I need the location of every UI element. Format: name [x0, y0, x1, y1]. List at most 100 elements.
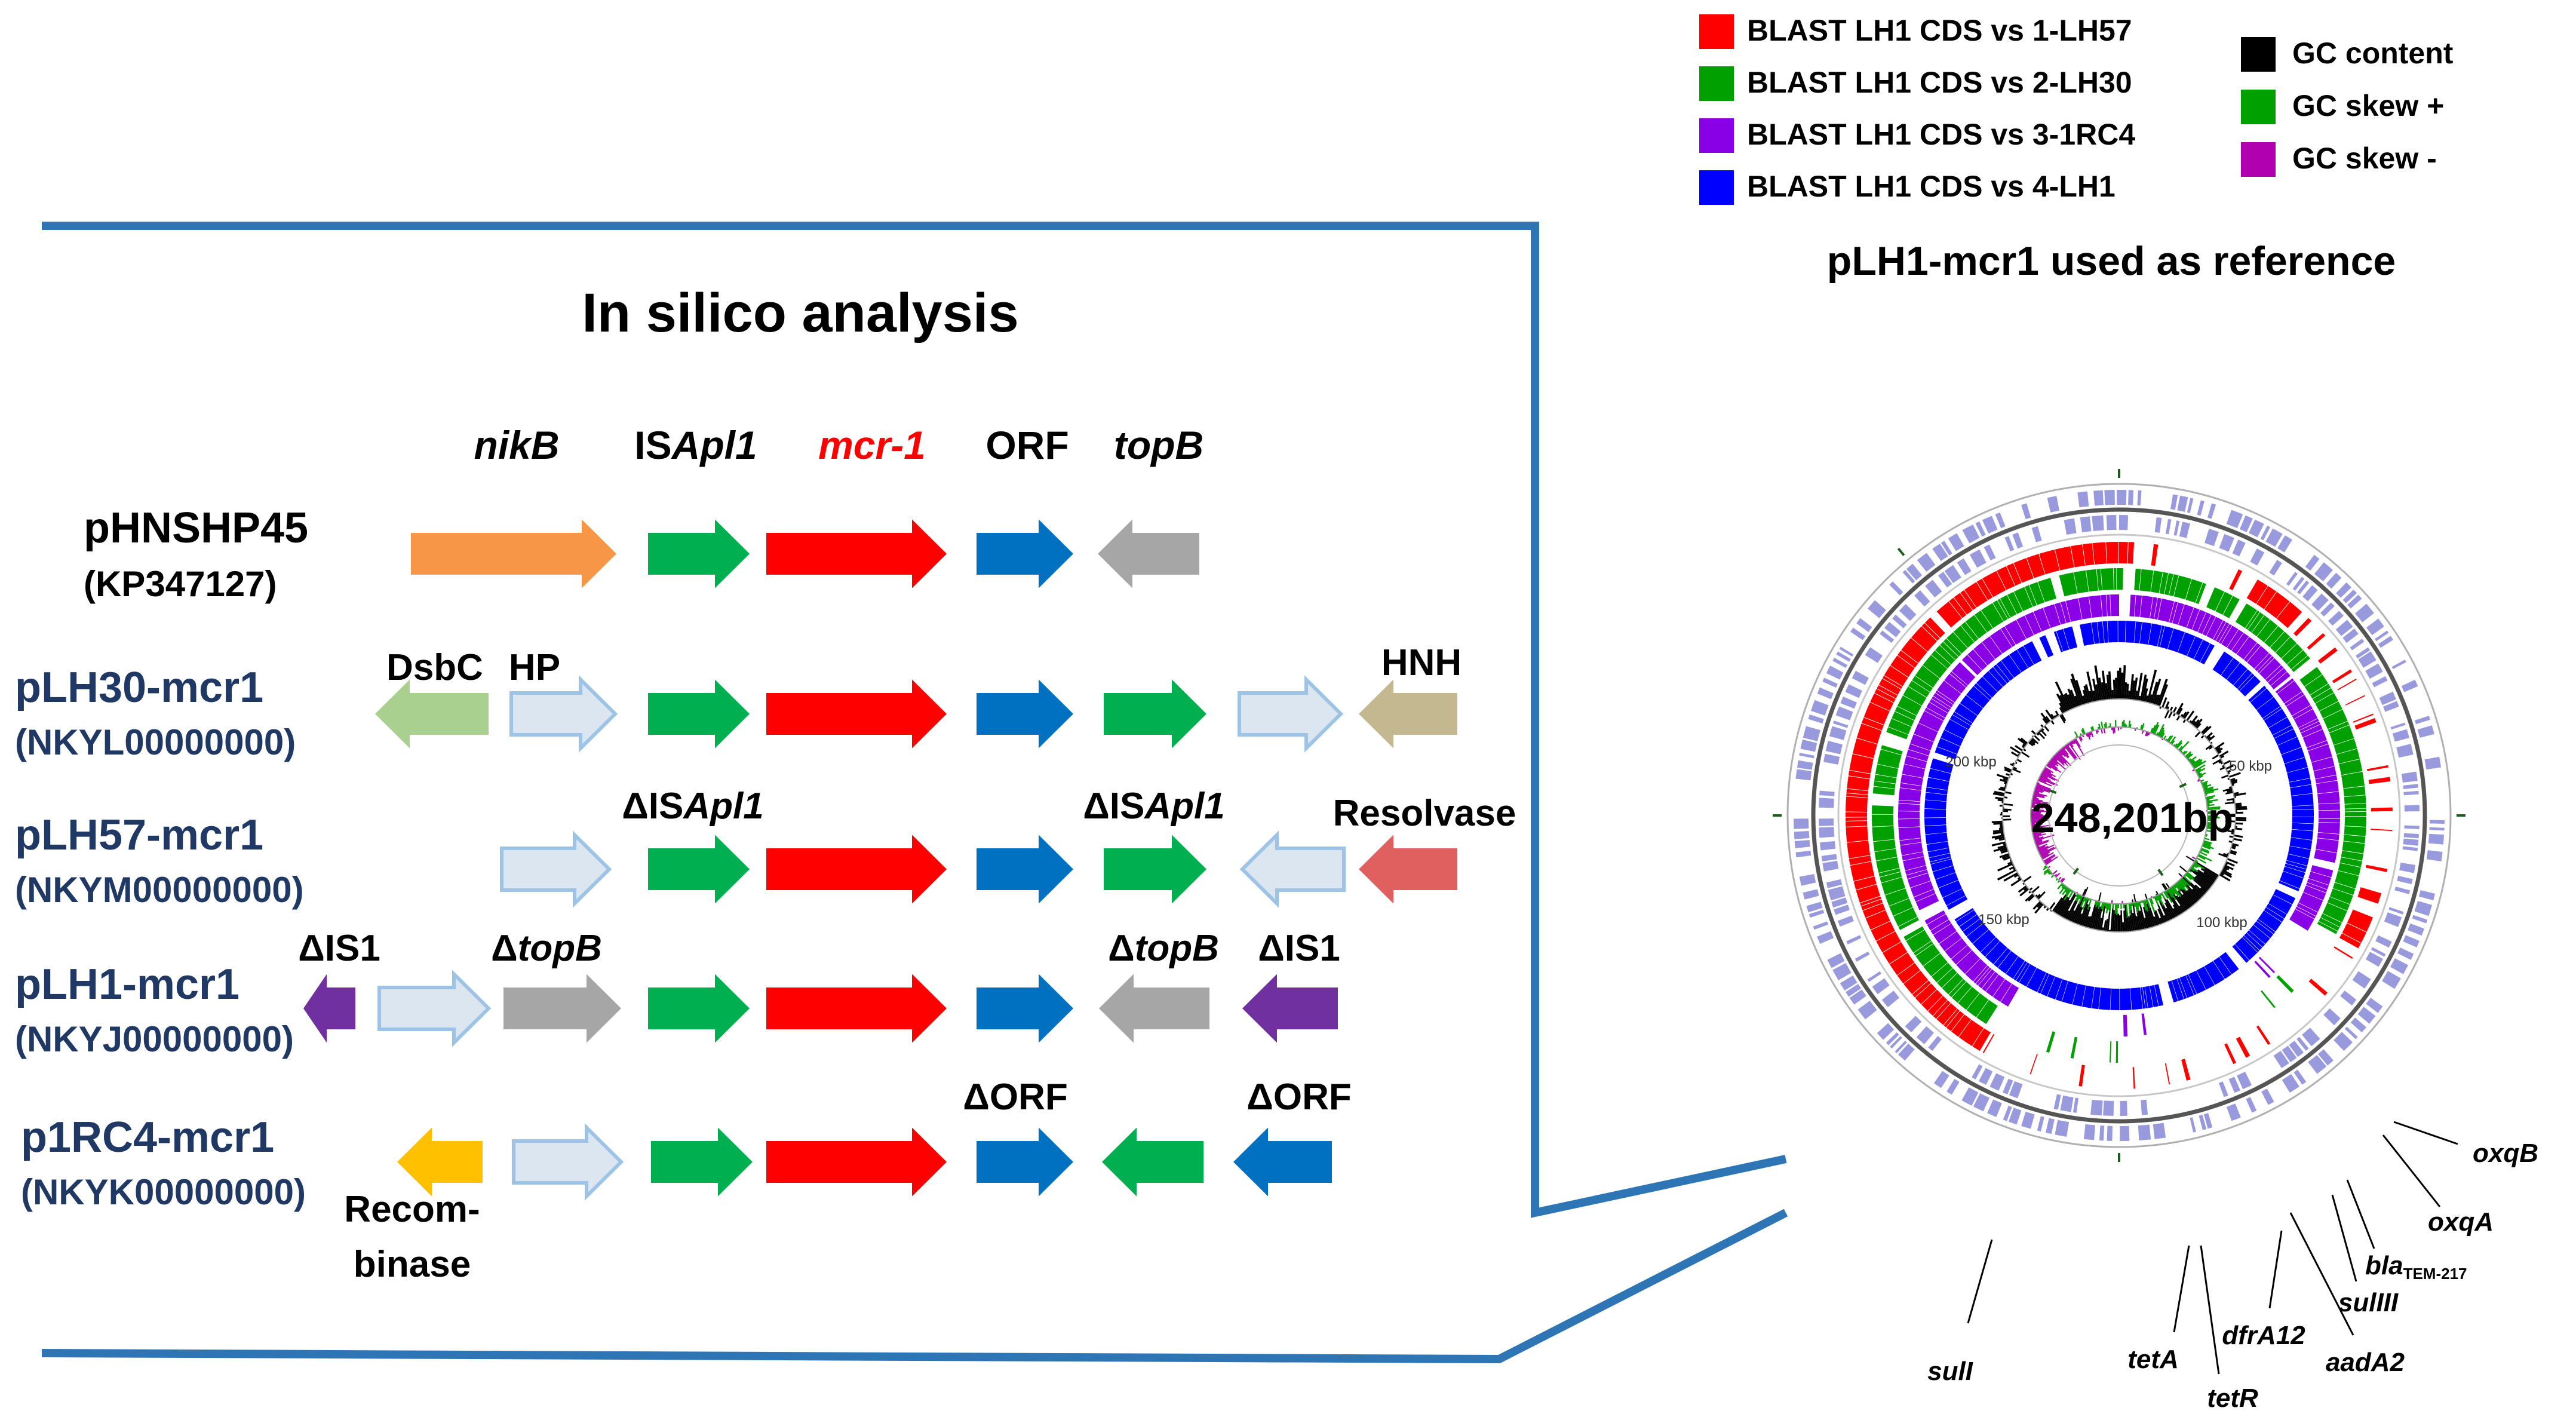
label-delta-topb-left: ΔtopB: [491, 928, 602, 969]
header-topb: topB: [1114, 423, 1203, 467]
arrow-mcr1-phnshp45: [766, 519, 947, 588]
arrow-orf2-p1rc4: [1233, 1127, 1332, 1197]
plasmid-accession-phnshp45: (KP347127): [84, 564, 277, 604]
blast-ring-3: [1898, 594, 2341, 1036]
arrow-isapl1b-p1rc4: [1102, 1127, 1203, 1197]
gene-oxqa: oxqA: [2428, 1207, 2494, 1237]
outer-guide-circle: [1786, 483, 2452, 1148]
label-hnh: HNH: [1381, 642, 1462, 683]
circular-plasmid-map: 248,201bp 50 kbp 100 kbp 150 kbp 200 kbp: [1773, 469, 2466, 1162]
gc-baseline-circle: [2002, 698, 2236, 933]
in-silico-panel: In silico analysis nikB ISApl1 mcr-1 ORF…: [15, 222, 1788, 1364]
arrow-mcr1-p1rc4: [766, 1127, 947, 1197]
gene-sul1: sulI: [1927, 1357, 1973, 1386]
plasmid-accession-plh1: (NKYJ00000000): [15, 1019, 294, 1059]
label-delta-orf-left: ΔORF: [963, 1077, 1067, 1118]
legend-swatch-blast-3: [1699, 118, 1734, 153]
gene-dfra12: dfrA12: [2222, 1321, 2305, 1350]
header-isapl1: ISApl1: [634, 423, 757, 467]
arrow-orf-plh1: [977, 974, 1073, 1043]
arrow-dsbc-plh30: [375, 679, 489, 749]
plasmid-accession-plh57: (NKYM00000000): [15, 870, 304, 910]
label-delta-is1-left: ΔIS1: [298, 928, 380, 969]
leader-sul3: [2331, 1194, 2357, 1282]
scale-tick-100: 100 kbp: [2196, 915, 2247, 931]
legend-label-gc-2: GC skew +: [2292, 89, 2444, 122]
outer-tick-5: [1897, 547, 1905, 556]
arrow-orf-plh30: [977, 679, 1073, 749]
panel-frame-top: [42, 222, 1787, 1218]
label-delta-isapl1-right: ΔISApl1: [1083, 786, 1225, 827]
arrow-isapl1-plh57: [648, 835, 750, 904]
leader-aada2: [2289, 1212, 2354, 1336]
leader-tetr: [2200, 1245, 2220, 1375]
plasmid-accession-p1rc4: (NKYK00000000): [21, 1172, 306, 1212]
label-delta-is1-right: ΔIS1: [1258, 928, 1340, 969]
plasmid-name-p1rc4: p1RC4-mcr1: [21, 1114, 274, 1161]
gene-tetr: tetR: [2207, 1384, 2258, 1413]
gene-oxqb: oxqB: [2473, 1139, 2538, 1168]
map-title: pLH1-mcr1 used as reference: [1827, 238, 2396, 284]
label-hp: HP: [509, 647, 560, 688]
cds-forward-ring: [1794, 490, 2445, 1141]
arrow-mcr1-plh1: [766, 974, 947, 1043]
arrow-topb-left-plh1: [503, 974, 621, 1043]
leader-oxqa: [2382, 1134, 2441, 1207]
plasmid-name-plh1: pLH1-mcr1: [15, 961, 240, 1008]
arrow-isapl1-plh1: [648, 974, 750, 1043]
label-dsbc: DsbC: [386, 647, 483, 688]
arrow-is1-right-plh1: [1242, 974, 1338, 1043]
arrow-isapl1-phnshp45: [648, 519, 750, 588]
gene-sul3: sulIII: [2338, 1288, 2399, 1317]
arrow-orf-plh57: [977, 835, 1073, 904]
arrow-mcr1-plh30: [766, 679, 947, 749]
gene-teta: tetA: [2127, 1345, 2179, 1374]
label-recombinase-line2: binase: [354, 1244, 471, 1285]
blast-ring-4: [1924, 621, 2314, 1010]
legend-label-blast-1: BLAST LH1 CDS vs 1-LH57: [1747, 14, 2132, 47]
leader-dfra12: [2268, 1230, 2283, 1309]
gc-skew-ring: [2031, 720, 2221, 918]
scale-tick-150: 150 kbp: [1978, 912, 2029, 928]
arrow-is1-left-plh1: [303, 974, 355, 1043]
legend-swatch-gc-2: [2241, 90, 2276, 124]
backbone-circle: [1811, 507, 2427, 1124]
blast-ring-2: [1872, 568, 2366, 1063]
scale-tick-50: 50 kbp: [2229, 758, 2272, 774]
scale-tick-200: [2049, 789, 2057, 794]
blast-ring-1: [1846, 542, 2393, 1089]
arrow-topb-right-plh1: [1099, 974, 1209, 1043]
arrow-isapl1-p1rc4: [651, 1127, 753, 1197]
arrow-topb-phnshp45: [1098, 519, 1199, 588]
arrow-recombinase-p1rc4: [397, 1127, 483, 1197]
label-recombinase-line1: Recom-: [344, 1189, 480, 1230]
arrow-nikb-phnshp45: [411, 519, 616, 588]
gc-skew-baseline-circle: [2030, 726, 2208, 904]
panel-title: In silico analysis: [582, 283, 1018, 344]
arrow-hp-plh57: [500, 830, 612, 908]
arrow-hp-plh1: [377, 970, 492, 1047]
label-resolvase: Resolvase: [1333, 793, 1516, 834]
leader-sul1: [1967, 1239, 1993, 1324]
arrow-isapl1b-plh57: [1104, 835, 1206, 904]
gene-annotations: [1967, 1121, 2458, 1375]
legend-label-gc-1: GC content: [2292, 36, 2454, 70]
plasmid-accession-plh30: (NKYL00000000): [15, 722, 296, 762]
plasmid-name-plh57: pLH57-mcr1: [15, 811, 263, 859]
genome-size-label: 248,201bp: [2031, 795, 2234, 841]
arrow-isapl1-plh30: [648, 679, 750, 749]
arrow-orf-p1rc4: [977, 1127, 1073, 1197]
arrow-hp2-plh30: [1238, 675, 1344, 753]
label-delta-topb-right: ΔtopB: [1108, 928, 1219, 969]
circular-map-panel: BLAST LH1 CDS vs 1-LH57 BLAST LH1 CDS vs …: [1699, 14, 2538, 1413]
legend-label-blast-2: BLAST LH1 CDS vs 2-LH30: [1747, 66, 2132, 99]
arrow-mcr1-plh57: [766, 835, 947, 904]
gene-aada2: aadA2: [2326, 1348, 2405, 1377]
scale-tick-100: [2157, 869, 2164, 876]
arrow-hnh-plh30: [1359, 679, 1457, 749]
arrow-hp-p1rc4: [512, 1123, 624, 1201]
scale-tick-50: [2179, 783, 2187, 789]
legend-swatch-blast-1: [1699, 14, 1734, 49]
header-orf: ORF: [985, 423, 1069, 467]
